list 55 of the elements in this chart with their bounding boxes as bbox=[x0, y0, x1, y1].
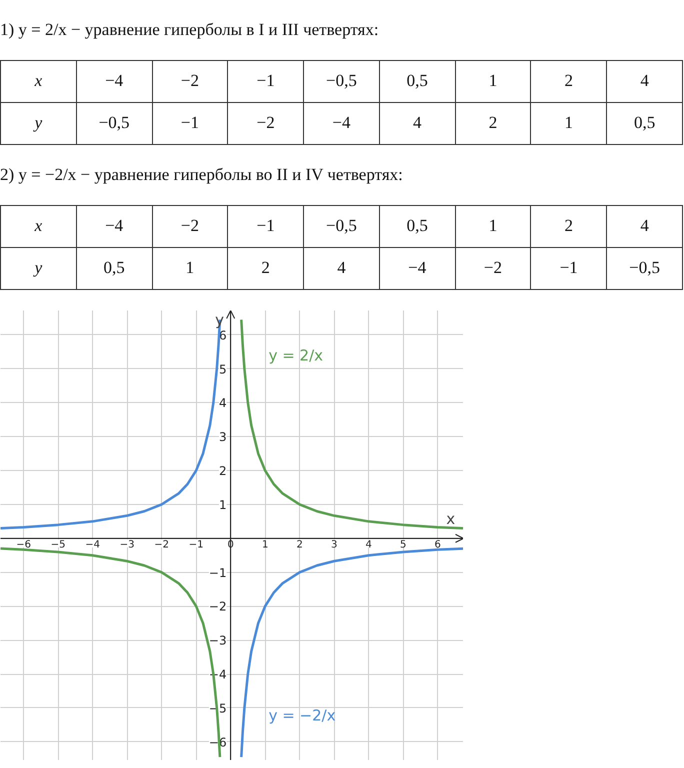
x-tick-label: −1 bbox=[188, 539, 204, 550]
text: 2 bbox=[530, 60, 607, 102]
y-axis-title: y bbox=[215, 311, 224, 330]
x-tick-label: 4 bbox=[365, 539, 372, 550]
text: −0,5 bbox=[76, 102, 152, 144]
x-tick-label: 5 bbox=[400, 539, 406, 550]
text: y bbox=[0, 102, 76, 144]
x-tick-label: 3 bbox=[330, 539, 338, 550]
x-axis-title: x bbox=[446, 510, 456, 528]
text: −1 bbox=[530, 248, 607, 290]
text: −0,5 bbox=[304, 60, 380, 102]
text: 0,5 bbox=[379, 206, 456, 248]
x-tick-label: −4 bbox=[85, 539, 100, 550]
text: 4 bbox=[304, 248, 380, 290]
x-tick-label: −3 bbox=[120, 539, 134, 550]
x-tick-label: 6 bbox=[434, 539, 441, 550]
text: x bbox=[0, 60, 76, 102]
y-tick-label: 2 bbox=[218, 464, 227, 478]
text: −4 bbox=[304, 102, 380, 144]
series-label: y = −2/x bbox=[268, 706, 336, 724]
y-tick-label: −3 bbox=[208, 634, 227, 648]
x-tick-label: −6 bbox=[16, 539, 31, 550]
text: −0,5 bbox=[606, 248, 682, 290]
x-tick-label: −5 bbox=[50, 539, 66, 550]
y-tick-label: 6 bbox=[218, 328, 227, 342]
text: 2 bbox=[530, 206, 607, 248]
y-tick-label: 4 bbox=[218, 396, 227, 410]
text: 0,5 bbox=[76, 248, 152, 290]
y-tick-label: 1 bbox=[218, 498, 227, 512]
text: 1 bbox=[455, 60, 531, 102]
text: 1 bbox=[455, 206, 531, 248]
y-tick-label: 5 bbox=[218, 362, 227, 376]
text: 4 bbox=[606, 206, 682, 248]
text: −4 bbox=[76, 206, 152, 248]
y-tick-label: −1 bbox=[208, 566, 227, 580]
text: x bbox=[0, 206, 76, 248]
text: −2 bbox=[455, 248, 531, 290]
text: 1) y = 2/x − уравнение гиперболы в I и III четвертях: bbox=[0, 19, 380, 41]
text: 0,5 bbox=[379, 60, 456, 102]
text: 4 bbox=[379, 102, 456, 144]
y-tick-label: −2 bbox=[208, 600, 227, 614]
x-tick-label: 1 bbox=[262, 539, 268, 550]
x-tick-label: 2 bbox=[296, 539, 303, 550]
text: −4 bbox=[379, 248, 456, 290]
text: 1 bbox=[530, 102, 607, 144]
text: 2 bbox=[455, 102, 531, 144]
series-label: y = 2/x bbox=[268, 346, 324, 364]
y-tick-label: 3 bbox=[218, 430, 227, 444]
x-tick-label: −2 bbox=[154, 539, 169, 550]
text: −0,5 bbox=[304, 206, 380, 248]
text: 0,5 bbox=[606, 102, 682, 144]
text: −4 bbox=[76, 60, 152, 102]
text: 4 bbox=[606, 60, 682, 102]
text: y bbox=[0, 248, 76, 290]
text: 2) y = −2/x − уравнение гиперболы во II и IV четвертях: bbox=[0, 164, 404, 186]
